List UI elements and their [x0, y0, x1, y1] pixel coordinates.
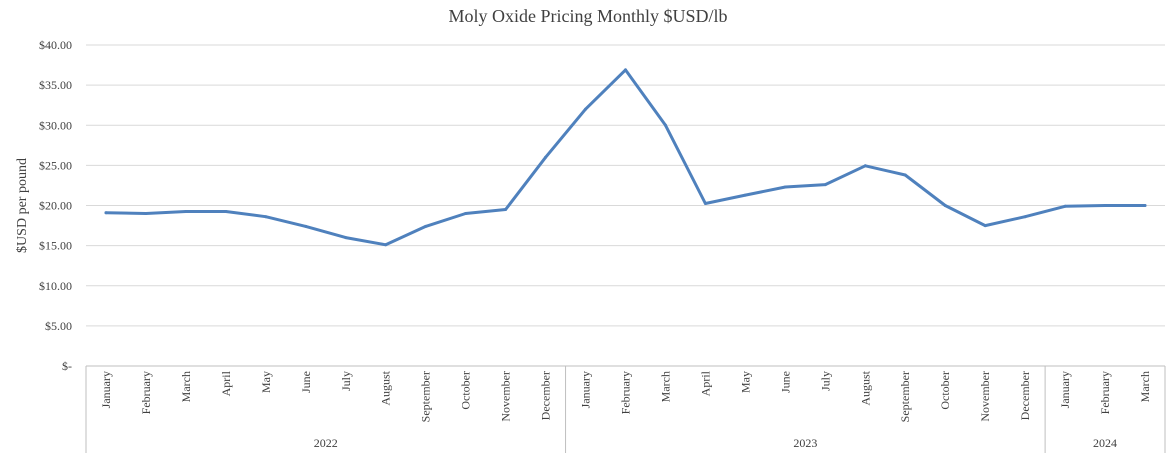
x-tick-label: June [778, 371, 792, 393]
x-tick-label: January [579, 371, 593, 408]
x-tick-label: December [539, 371, 553, 420]
x-tick-label: January [1058, 371, 1072, 408]
year-label: 2024 [1093, 436, 1117, 450]
chart-title: Moly Oxide Pricing Monthly $USD/lb [448, 6, 727, 26]
data-point [304, 224, 308, 228]
data-point [264, 215, 268, 219]
x-tick-label: April [698, 370, 712, 396]
y-tick-label: $40.00 [39, 38, 72, 52]
x-tick-label: December [1018, 371, 1032, 420]
data-point [943, 204, 947, 207]
x-tick-label: August [379, 370, 393, 405]
data-point [624, 68, 627, 72]
x-tick-label: March [179, 371, 193, 402]
x-tick-label: May [259, 371, 273, 393]
y-tick-label: $25.00 [39, 158, 72, 172]
series-line [104, 68, 1147, 247]
x-tick-label: March [658, 371, 672, 402]
data-point [703, 202, 707, 205]
y-tick-label: $35.00 [39, 78, 72, 92]
data-point [344, 236, 348, 240]
data-point [664, 123, 667, 127]
data-point [1023, 215, 1027, 219]
data-point [104, 211, 108, 215]
x-tick-label: October [459, 371, 473, 410]
y-axis-ticks: $- $5.00 $10.00 $15.00 $20.00 $25.00 $30.00 $35… [39, 38, 72, 373]
y-tick-label: $10.00 [39, 279, 72, 293]
series-layer [104, 68, 1147, 247]
y-axis-label: $USD per pound [15, 158, 30, 253]
y-tick-label: $15.00 [39, 239, 72, 253]
x-tick-label: January [99, 371, 113, 408]
x-tick-label: March [1138, 371, 1152, 402]
y-tick-label: $20.00 [39, 199, 72, 213]
data-point [224, 210, 228, 213]
data-point [1063, 204, 1067, 208]
data-point [544, 155, 548, 159]
data-point [903, 173, 907, 177]
x-tick-label: September [898, 371, 912, 422]
x-tick-label: May [738, 371, 752, 393]
x-tick-label: October [938, 371, 952, 410]
x-tick-label: July [818, 371, 832, 391]
x-tick-label: September [419, 371, 433, 422]
data-point [863, 164, 867, 168]
x-tick-label: June [299, 371, 313, 393]
data-point [384, 243, 388, 247]
data-point [144, 212, 148, 215]
data-point [783, 185, 787, 189]
data-point [504, 208, 508, 211]
year-label: 2022 [314, 436, 338, 450]
y-tick-label: $30.00 [39, 118, 72, 132]
x-tick-label: April [219, 370, 233, 396]
data-point [1143, 204, 1147, 207]
x-tick-label: February [1098, 371, 1112, 414]
x-tick-label: August [858, 370, 872, 405]
x-tick-label: July [339, 371, 353, 391]
data-point [743, 193, 747, 197]
data-point [823, 183, 827, 187]
data-point [983, 224, 987, 228]
data-point [184, 210, 188, 213]
x-tick-label: November [978, 371, 992, 422]
x-tick-label: February [619, 371, 633, 414]
y-tick-label: $- [62, 359, 72, 373]
data-point [424, 224, 428, 228]
data-point [1103, 204, 1107, 207]
data-point [464, 212, 468, 215]
y-tick-label: $5.00 [45, 319, 72, 333]
data-point [584, 107, 587, 111]
x-tick-label: November [499, 371, 513, 422]
year-label: 2023 [793, 436, 817, 450]
gridlines [86, 44, 1165, 367]
x-tick-label: February [139, 371, 153, 414]
x-axis: January February March April May June July Augu… [85, 366, 1166, 453]
